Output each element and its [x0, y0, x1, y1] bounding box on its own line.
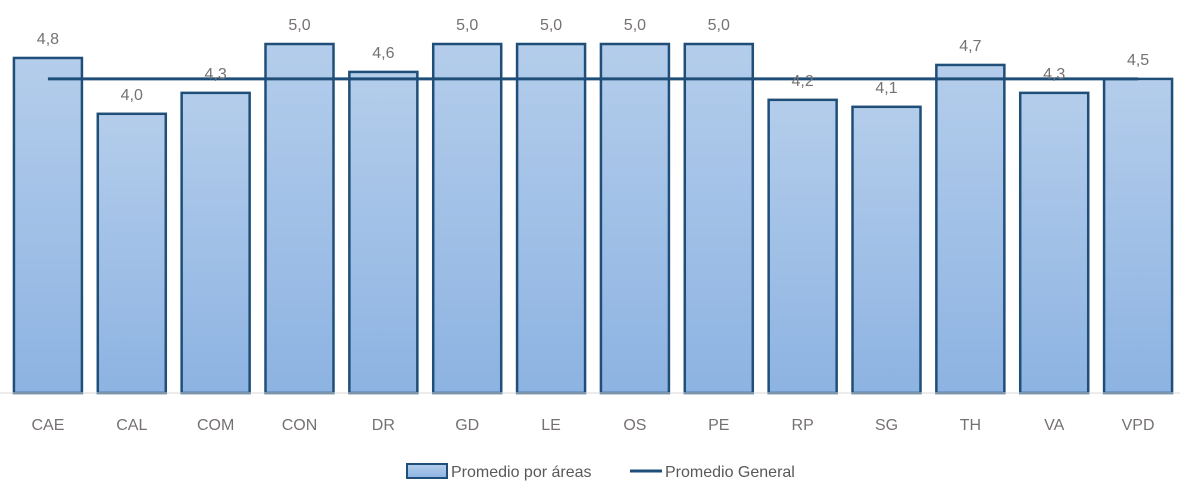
bar-va: [1018, 91, 1090, 395]
data-label-cae: 4,8: [37, 31, 59, 48]
data-label-vpd: 4,5: [1127, 52, 1149, 69]
data-label-va: 4,3: [1043, 66, 1065, 83]
legend-label-line: Promedio General: [665, 464, 795, 481]
bar-com: [180, 91, 251, 395]
x-tick-le: LE: [541, 417, 561, 434]
x-tick-rp: RP: [792, 417, 814, 434]
data-label-th: 4,7: [959, 38, 981, 55]
x-tick-th: TH: [960, 417, 981, 434]
bar-os: [599, 42, 671, 395]
x-tick-dr: DR: [372, 417, 395, 434]
bar-rp: [767, 98, 838, 395]
legend: Promedio por áreas Promedio General: [406, 463, 795, 481]
data-label-os: 5,0: [624, 17, 646, 34]
data-label-rp: 4,2: [792, 73, 814, 90]
x-tick-vpd: VPD: [1122, 417, 1155, 434]
bar-cae: [12, 56, 84, 395]
data-label-com: 4,3: [205, 66, 227, 83]
x-tick-cal: CAL: [116, 417, 147, 434]
x-tick-com: COM: [197, 417, 234, 434]
data-label-con: 5,0: [288, 17, 310, 34]
data-label-pe: 5,0: [708, 17, 730, 34]
bar-con: [264, 42, 335, 395]
x-tick-pe: PE: [708, 417, 729, 434]
bar-le: [515, 42, 587, 395]
bar-vpd: [1102, 77, 1174, 395]
x-tick-con: CON: [282, 417, 318, 434]
bar-sg: [851, 105, 922, 395]
bar-cal: [96, 112, 168, 395]
x-tick-gd: GD: [455, 417, 479, 434]
bar-gd: [431, 42, 503, 395]
x-tick-va: VA: [1044, 417, 1064, 434]
data-label-gd: 5,0: [456, 17, 478, 34]
bar-dr: [348, 70, 419, 395]
bar-pe: [683, 42, 755, 395]
data-label-le: 5,0: [540, 17, 562, 34]
legend-label-bars: Promedio por áreas: [451, 464, 592, 481]
legend-swatch-bars: [406, 463, 448, 479]
data-label-sg: 4,1: [875, 80, 897, 97]
x-tick-sg: SG: [875, 417, 898, 434]
data-label-cal: 4,0: [121, 87, 143, 104]
x-tick-os: OS: [623, 417, 646, 434]
data-label-dr: 4,6: [372, 45, 394, 62]
bar-th: [935, 63, 1006, 395]
x-tick-cae: CAE: [31, 417, 64, 434]
